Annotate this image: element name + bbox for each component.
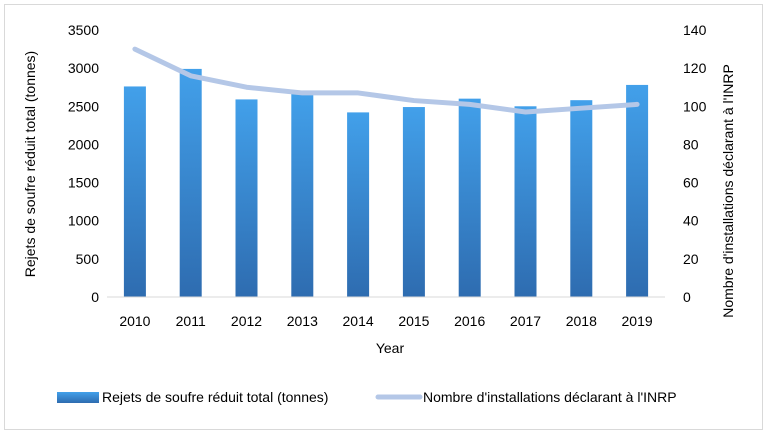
x-tick-label: 2014 bbox=[343, 313, 374, 329]
y-right-tick-label: 140 bbox=[683, 22, 707, 38]
bar bbox=[235, 99, 258, 297]
x-tick-label: 2019 bbox=[622, 313, 653, 329]
x-tick-label: 2011 bbox=[176, 313, 206, 329]
y-left-tick-label: 2500 bbox=[68, 98, 99, 114]
legend-swatch-bar bbox=[57, 392, 99, 403]
bar bbox=[179, 68, 202, 297]
y-left-tick-label: 500 bbox=[76, 251, 100, 267]
x-tick-label: 2015 bbox=[398, 313, 429, 329]
y-axis-left: 0 500 1000 1500 2000 2500 3000 3500 bbox=[68, 22, 99, 305]
y-axis-right: 0 20 40 60 80 100 120 140 bbox=[683, 22, 707, 305]
y-left-tick-label: 3500 bbox=[68, 22, 99, 38]
legend-label-bar: Rejets de soufre réduit total (tonnes) bbox=[102, 389, 328, 405]
bar bbox=[291, 93, 314, 298]
x-tick-label: 2013 bbox=[287, 313, 318, 329]
x-tick-label: 2018 bbox=[566, 313, 597, 329]
bar bbox=[123, 86, 146, 297]
x-axis-title: Year bbox=[376, 340, 405, 356]
series-line bbox=[132, 46, 640, 115]
x-tick-label: 2017 bbox=[510, 313, 541, 329]
y-right-tick-label: 20 bbox=[683, 251, 699, 267]
x-tick-label: 2010 bbox=[119, 313, 150, 329]
bar bbox=[402, 107, 425, 297]
y-axis-right-title: Nombre d'installations déclarant à l'INR… bbox=[720, 64, 736, 318]
y-right-tick-label: 0 bbox=[683, 289, 691, 305]
y-right-tick-label: 100 bbox=[683, 98, 707, 114]
bar bbox=[570, 100, 593, 297]
bar bbox=[626, 84, 649, 297]
x-tick-label: 2012 bbox=[231, 313, 262, 329]
bar bbox=[458, 98, 481, 298]
y-left-tick-label: 3000 bbox=[68, 60, 99, 76]
y-left-tick-label: 0 bbox=[91, 289, 99, 305]
legend: Rejets de soufre réduit total (tonnes) N… bbox=[57, 389, 677, 405]
bar bbox=[514, 106, 537, 298]
y-right-tick-label: 60 bbox=[683, 175, 699, 191]
y-left-tick-label: 1000 bbox=[68, 213, 99, 229]
x-tick-label: 2016 bbox=[454, 313, 485, 329]
y-right-tick-label: 120 bbox=[683, 60, 707, 76]
y-axis-left-title: Rejets de soufre réduit total (tonnes) bbox=[22, 51, 38, 277]
legend-label-line: Nombre d'installations déclarant à l'INR… bbox=[423, 389, 677, 405]
y-right-tick-label: 40 bbox=[683, 213, 699, 229]
y-right-tick-label: 80 bbox=[683, 136, 699, 152]
bar bbox=[347, 112, 370, 297]
x-axis: 2010 2011 2012 2013 2014 2015 2016 2017 2018 2019 bbox=[107, 296, 665, 329]
bar-series bbox=[123, 68, 649, 298]
y-left-tick-label: 1500 bbox=[68, 175, 99, 191]
y-left-tick-label: 2000 bbox=[68, 136, 99, 152]
line-series bbox=[132, 46, 640, 115]
